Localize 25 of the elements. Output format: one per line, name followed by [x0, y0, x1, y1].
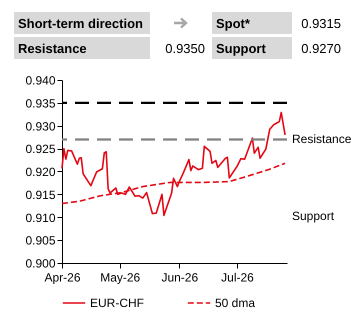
text: Support	[212, 37, 292, 59]
text: Spot*	[212, 12, 292, 34]
y-tick-label: 0.940	[25, 74, 56, 88]
y-tick-label: 0.900	[25, 256, 56, 270]
y-tick-label: 0.905	[25, 234, 56, 248]
y-tick-label: 0.910	[25, 210, 56, 225]
x-tick-label: Apr-26	[44, 270, 81, 284]
text: Support	[292, 209, 335, 223]
text: 0.9270	[300, 40, 342, 58]
text: Resistance	[292, 132, 352, 146]
y-tick-label: 0.915	[25, 188, 56, 202]
line-series	[61, 112, 286, 216]
y-tick-label: 0.920	[25, 165, 56, 179]
y-tick-label: 0.935	[25, 96, 56, 110]
y-tick-label: 0.930	[25, 119, 56, 134]
y-tick-label: 0.925	[25, 142, 56, 156]
text: 0.9315	[300, 14, 342, 32]
text: 0.9350	[164, 40, 206, 58]
legend-label: 50 dma	[215, 296, 256, 310]
x-tick-label: Jul-26	[221, 270, 254, 284]
text: Resistance	[14, 37, 150, 59]
x-tick-label: May-26	[100, 270, 141, 284]
x-tick-label: Jun-26	[161, 270, 198, 284]
text: Short-term direction	[14, 12, 150, 34]
legend-label: EUR-CHF	[90, 296, 144, 310]
